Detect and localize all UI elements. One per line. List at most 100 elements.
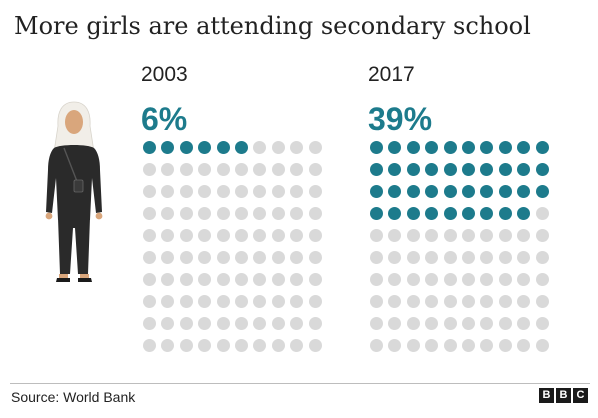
waffle-dot-empty <box>253 229 267 242</box>
waffle-dot-empty <box>234 207 248 220</box>
waffle-dot-empty <box>253 207 267 220</box>
waffle-dot-empty <box>234 229 248 242</box>
waffle-dot-empty <box>143 339 156 352</box>
waffle-dot-filled <box>216 141 230 154</box>
waffle-dot-empty <box>216 295 230 308</box>
waffle-dot-empty <box>388 251 402 264</box>
waffle-dot-empty <box>198 229 212 242</box>
waffle-dot-filled <box>388 207 402 220</box>
waffle-dot-empty <box>443 251 457 264</box>
waffle-dot-empty <box>370 273 383 286</box>
waffle-dot-empty <box>143 185 156 198</box>
waffle-dot-empty <box>179 229 193 242</box>
waffle-dot-empty <box>198 251 212 264</box>
waffle-dot-empty <box>143 207 156 220</box>
waffle-dot-empty <box>461 273 475 286</box>
waffle-dot-empty <box>461 339 475 352</box>
waffle-dot-empty <box>425 295 439 308</box>
logo-letter: B <box>556 388 571 403</box>
waffle-dot-empty <box>234 273 248 286</box>
waffle-dot-empty <box>143 317 156 330</box>
waffle-dot-filled <box>480 163 494 176</box>
waffle-dot-filled <box>143 141 156 154</box>
footer-divider <box>10 383 590 384</box>
waffle-dot-empty <box>308 229 322 242</box>
waffle-dot-empty <box>425 229 439 242</box>
year-label-2017: 2017 <box>368 63 415 86</box>
waffle-dot-filled <box>443 185 457 198</box>
waffle-dot-filled <box>461 185 475 198</box>
waffle-dot-empty <box>179 317 193 330</box>
panel-2017: 2017 39% <box>368 63 433 137</box>
waffle-dot-filled <box>535 141 549 154</box>
waffle-dot-empty <box>271 207 285 220</box>
percent-label-2017: 39% <box>368 101 433 137</box>
waffle-dot-empty <box>480 273 494 286</box>
waffle-dot-empty <box>443 229 457 242</box>
year-label-2003: 2003 <box>141 63 188 86</box>
waffle-dot-empty <box>388 339 402 352</box>
waffle-dot-empty <box>517 317 531 330</box>
waffle-dot-filled <box>498 141 512 154</box>
waffle-dot-filled <box>443 207 457 220</box>
percent-label-2003: 6% <box>141 101 188 137</box>
waffle-dot-empty <box>234 163 248 176</box>
waffle-dot-filled <box>480 185 494 198</box>
waffle-dot-filled <box>517 141 531 154</box>
waffle-dot-filled <box>388 141 402 154</box>
waffle-dot-empty <box>253 163 267 176</box>
waffle-dot-empty <box>290 163 304 176</box>
waffle-dot-empty <box>161 185 175 198</box>
waffle-dot-empty <box>271 317 285 330</box>
waffle-dot-empty <box>290 229 304 242</box>
waffle-dot-empty <box>143 273 156 286</box>
waffle-dot-empty <box>425 251 439 264</box>
waffle-dot-empty <box>480 251 494 264</box>
waffle-dot-empty <box>517 273 531 286</box>
waffle-dot-empty <box>406 251 420 264</box>
waffle-dot-empty <box>308 141 322 154</box>
waffle-dot-empty <box>143 229 156 242</box>
waffle-dot-empty <box>406 339 420 352</box>
waffle-dot-empty <box>290 339 304 352</box>
waffle-dot-empty <box>308 295 322 308</box>
waffle-dot-empty <box>143 251 156 264</box>
waffle-dot-empty <box>253 295 267 308</box>
waffle-dot-empty <box>290 251 304 264</box>
waffle-dot-empty <box>253 317 267 330</box>
waffle-dot-empty <box>271 339 285 352</box>
waffle-dot-filled <box>370 141 383 154</box>
waffle-dot-empty <box>498 229 512 242</box>
waffle-dot-filled <box>443 163 457 176</box>
waffle-dot-filled <box>535 185 549 198</box>
waffle-dot-empty <box>271 251 285 264</box>
waffle-dot-empty <box>290 295 304 308</box>
waffle-dot-empty <box>517 339 531 352</box>
waffle-dot-empty <box>271 141 285 154</box>
waffle-dot-empty <box>179 251 193 264</box>
waffle-dot-empty <box>406 295 420 308</box>
waffle-dot-empty <box>161 317 175 330</box>
waffle-dot-empty <box>443 317 457 330</box>
waffle-dot-filled <box>425 141 439 154</box>
source-note: Source: World Bank <box>11 389 136 405</box>
waffle-dot-empty <box>161 163 175 176</box>
waffle-dot-empty <box>253 339 267 352</box>
waffle-dot-empty <box>370 251 383 264</box>
bbc-logo: B B C <box>539 388 588 403</box>
logo-letter: C <box>573 388 588 403</box>
waffle-dot-empty <box>216 207 230 220</box>
waffle-dot-empty <box>388 295 402 308</box>
waffle-dot-empty <box>161 295 175 308</box>
waffle-dot-filled <box>480 207 494 220</box>
waffle-grid-2003 <box>143 141 322 352</box>
waffle-dot-empty <box>425 273 439 286</box>
waffle-dot-empty <box>370 229 383 242</box>
waffle-dot-empty <box>290 273 304 286</box>
waffle-dot-empty <box>234 339 248 352</box>
waffle-dot-empty <box>161 229 175 242</box>
waffle-dot-empty <box>234 251 248 264</box>
waffle-dot-filled <box>443 141 457 154</box>
waffle-dot-empty <box>179 163 193 176</box>
waffle-dot-filled <box>461 141 475 154</box>
